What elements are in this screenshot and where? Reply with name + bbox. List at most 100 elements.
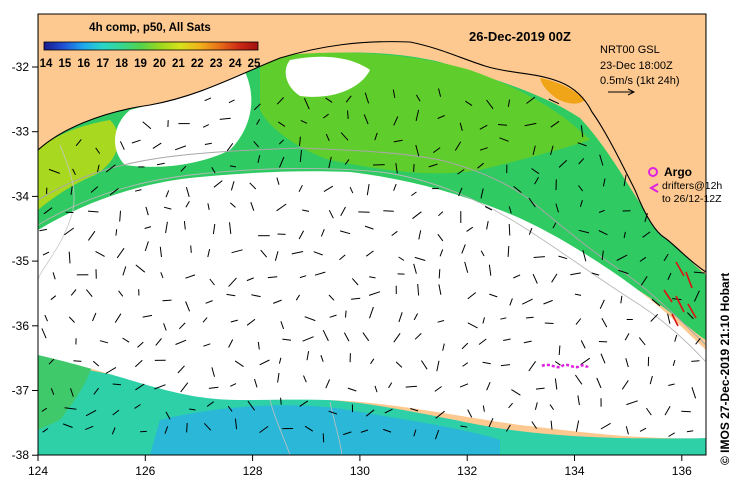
current-vector (257, 155, 261, 163)
current-vector (43, 207, 53, 215)
current-vector (209, 278, 215, 286)
current-vector (277, 372, 280, 383)
current-vector (230, 319, 238, 323)
current-vector (208, 386, 219, 389)
bathy-contour-slope (38, 168, 706, 363)
current-vector (575, 420, 580, 432)
map-title: 26-Dec-2019 00Z (469, 29, 571, 44)
current-vector (578, 185, 584, 192)
current-vector (229, 202, 236, 208)
current-vector (122, 337, 130, 343)
current-vector (600, 422, 611, 430)
current-vector (600, 353, 606, 364)
legend-tick-label: 16 (77, 58, 90, 70)
current-vector (163, 206, 172, 210)
current-vector (415, 109, 420, 122)
current-vector (247, 400, 256, 411)
current-vector (467, 409, 473, 418)
current-vector (667, 313, 671, 324)
current-vector (86, 289, 93, 298)
current-vector (550, 420, 553, 430)
current-vector (44, 314, 48, 322)
current-vector (328, 410, 338, 415)
current-vector (363, 114, 369, 125)
x-tick-label: 132 (457, 464, 477, 478)
current-vector (415, 94, 421, 102)
current-vector (256, 118, 261, 125)
legend-tick-label: 20 (153, 58, 166, 70)
current-vector (41, 328, 47, 339)
current-vector (320, 229, 325, 237)
current-vector (227, 405, 233, 412)
legend-tick-label: 15 (59, 58, 72, 70)
current-vector (415, 144, 420, 157)
imos-credit: © IMOS 27-Dec-2019 21:10 Hobart (718, 272, 732, 465)
cloud-mask-northwest (114, 72, 252, 167)
argo-label: Argo (664, 165, 692, 179)
argo-red-vectors (663, 261, 697, 327)
current-vector (202, 317, 208, 323)
ocean-sst-south-cool (150, 405, 500, 455)
current-vector (231, 249, 243, 254)
current-vector (279, 156, 285, 168)
current-vector (511, 389, 521, 396)
current-vector (580, 357, 591, 366)
current-vector (249, 182, 257, 190)
current-vector (277, 121, 286, 127)
current-vector (383, 210, 394, 212)
current-vector (549, 404, 555, 410)
current-vector (580, 125, 584, 138)
current-vector (522, 298, 533, 305)
current-vector (119, 210, 121, 222)
y-tick-label: -38 (12, 448, 30, 462)
current-vector (142, 314, 153, 318)
current-vector (639, 256, 647, 262)
legend-tick-label: 24 (229, 58, 242, 70)
current-vector (320, 355, 324, 362)
current-vector (467, 292, 477, 300)
current-vector (246, 318, 256, 326)
current-vector (295, 294, 301, 301)
current-vector (68, 316, 75, 323)
current-vector (254, 378, 258, 388)
current-vector (497, 124, 508, 126)
current-vector (602, 178, 606, 187)
current-vector (87, 230, 96, 241)
current-vector (526, 316, 534, 319)
current-vector (183, 221, 186, 230)
current-vector (531, 168, 540, 175)
current-vector (524, 122, 537, 127)
current-vector (259, 425, 269, 434)
current-vector (204, 142, 212, 145)
current-vector (349, 186, 354, 194)
current-vector (464, 261, 469, 273)
current-vector (550, 145, 554, 156)
legend-tick-label: 25 (248, 58, 261, 70)
current-vector (190, 245, 192, 253)
current-vector (479, 124, 488, 130)
current-vector (601, 250, 604, 261)
current-vector (185, 201, 190, 208)
drifters-line2: to 26/12-12Z (662, 193, 722, 205)
current-vector (119, 141, 125, 150)
y-axis: -32 -33 -34 -35 -36 -37 -38 (12, 60, 38, 462)
current-vector (558, 255, 568, 260)
current-vector (253, 140, 259, 148)
legend-tick-label: 17 (96, 58, 109, 70)
current-vector (276, 203, 287, 212)
current-vector (582, 249, 587, 262)
current-vector (433, 147, 441, 154)
current-vector (259, 359, 270, 366)
current-vector (159, 246, 162, 258)
drifter-marker-icon (648, 183, 659, 193)
current-vector (185, 301, 191, 312)
bathy-contour-south (269, 399, 343, 455)
current-vector (528, 227, 533, 235)
current-vector (437, 233, 444, 242)
current-vector (644, 213, 648, 223)
current-vector (360, 429, 369, 433)
current-vector (393, 333, 401, 343)
current-vector (488, 264, 492, 276)
current-vector (72, 168, 76, 176)
